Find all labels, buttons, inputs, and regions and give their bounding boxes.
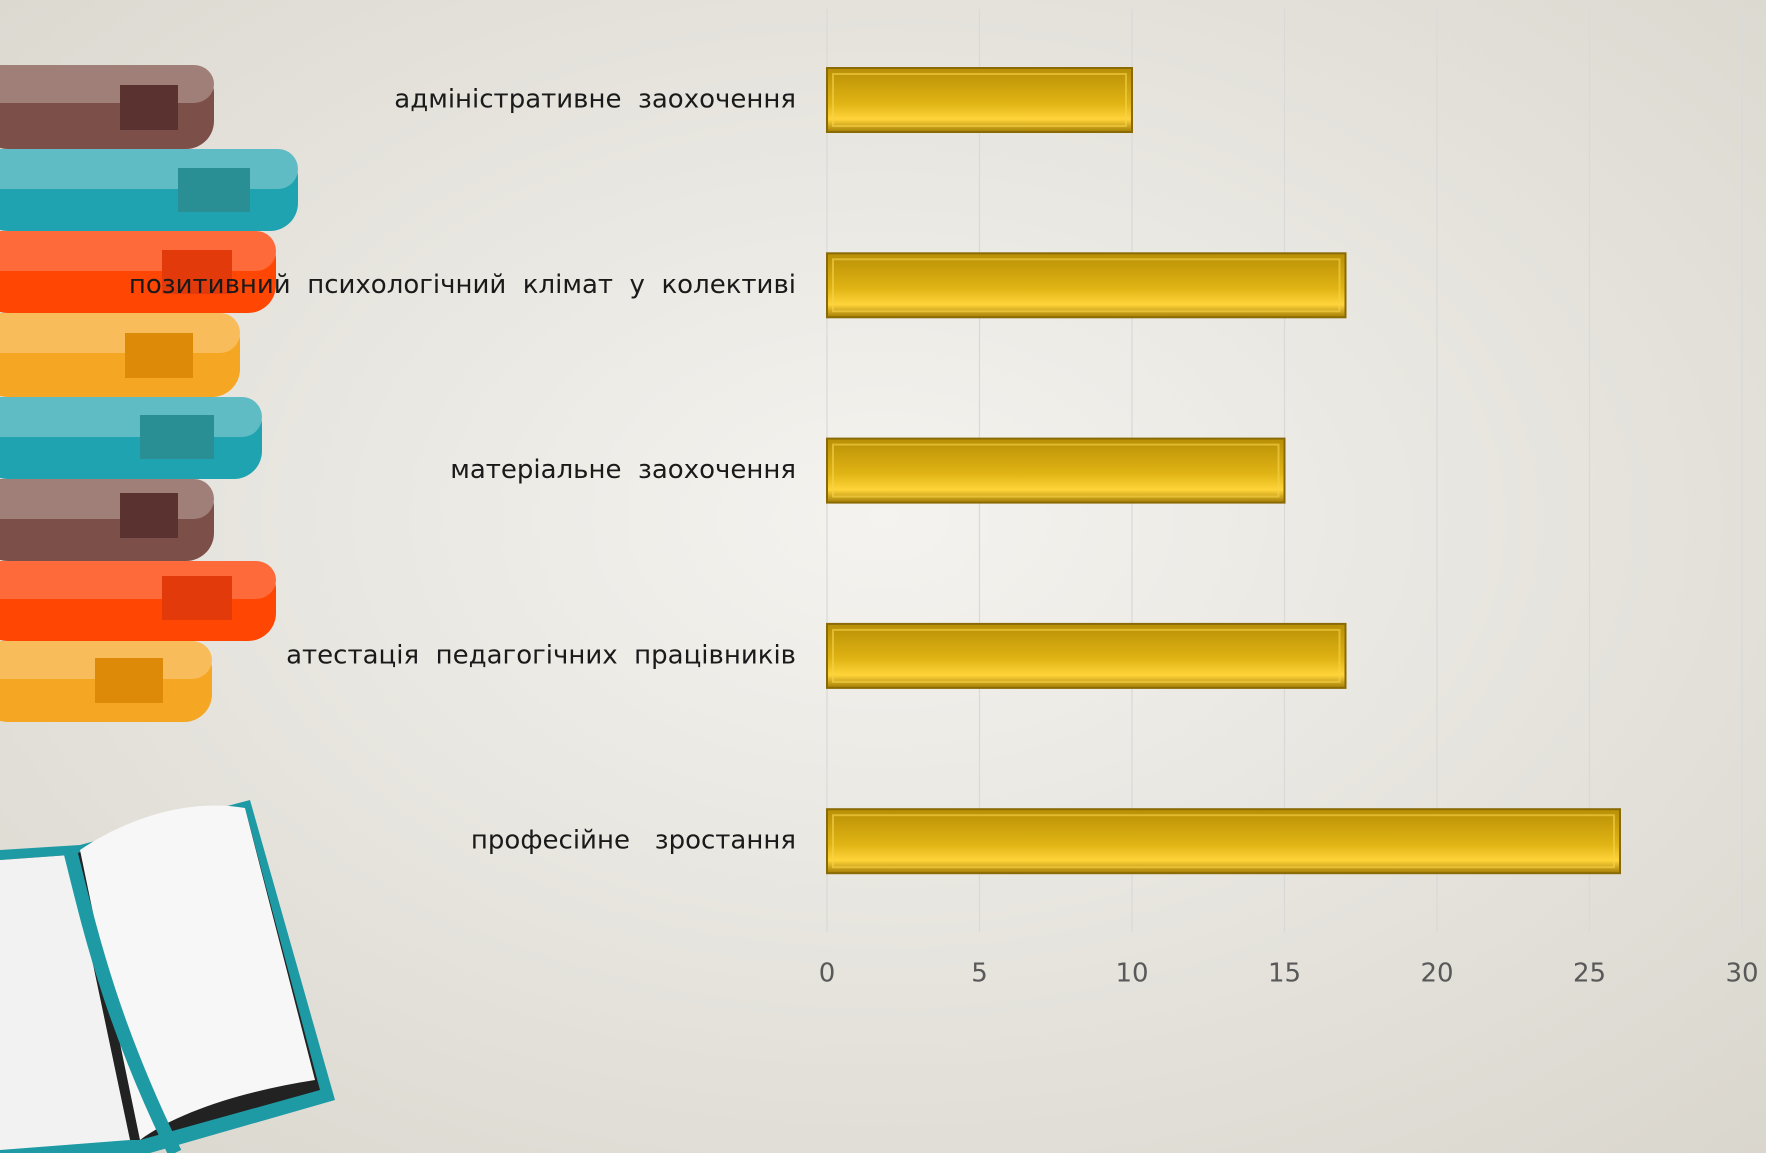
bar [827,809,1620,873]
y-tick-label: позитивний психологічний клімат у колект… [129,270,796,300]
x-tick-label: 5 [971,959,988,989]
bar [827,68,1132,132]
y-tick-label: атестація педагогічних працівників [286,640,796,670]
bar [827,253,1346,317]
y-tick-label: матеріальне заохочення [450,455,796,485]
x-tick-label: 25 [1573,959,1606,989]
x-tick-label: 20 [1420,959,1453,989]
x-tick-label: 0 [819,959,836,989]
y-tick-label: адміністративне заохочення [394,85,796,115]
bar [827,624,1346,688]
page: 0 5 10 15 20 25 30 адміністративне заохочення по… [0,0,1766,1153]
x-tick-label: 30 [1725,959,1758,989]
x-tick-label: 15 [1268,959,1301,989]
y-tick-label: професійне зростання [471,826,796,856]
chart: 0 5 10 15 20 25 30 адміністративне заохочення по… [0,0,1766,1153]
bar [827,439,1285,503]
x-tick-label: 10 [1115,959,1148,989]
